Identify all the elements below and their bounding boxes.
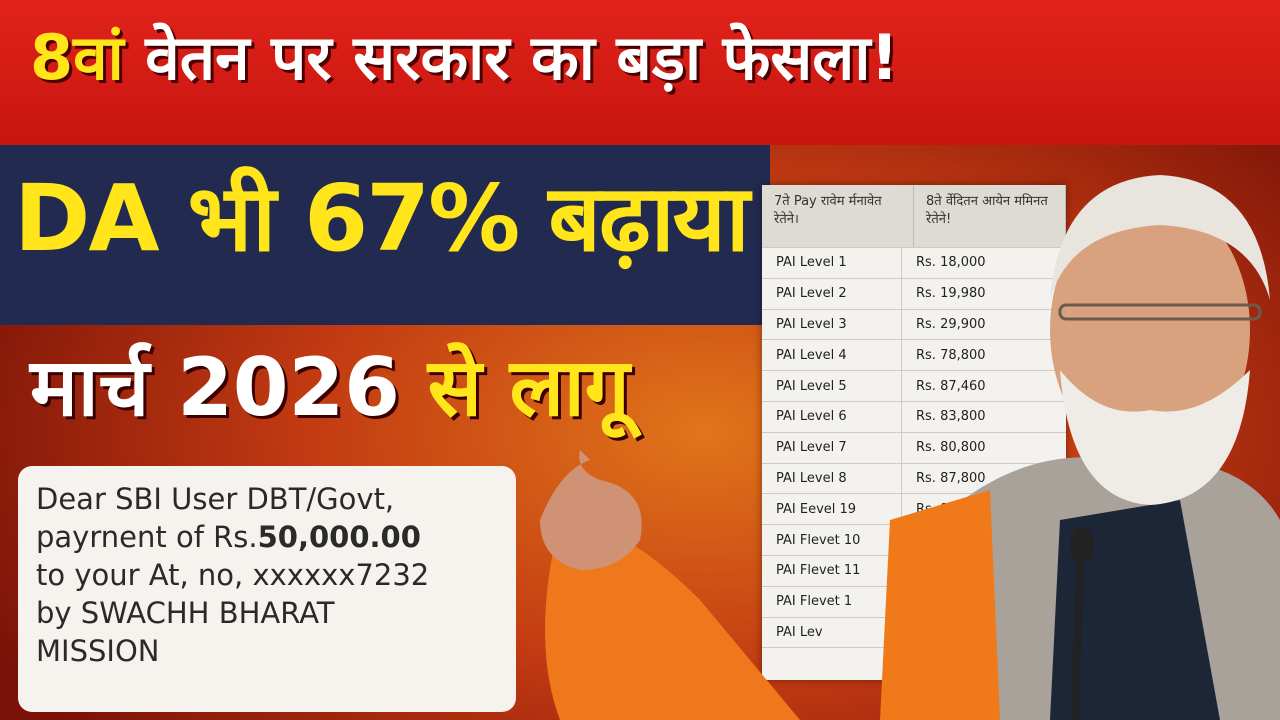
header-7th-pay: 7ते Pay रावेम र्मनावेत रेतेने। bbox=[762, 185, 914, 247]
table-row: PAI Level 7 Rs. 80,800 bbox=[762, 431, 1066, 463]
table-row: PAI Level 6 Rs. 83,800 bbox=[762, 400, 1066, 432]
sms-line: payrnent of Rs.50,000.00 bbox=[36, 518, 498, 556]
pay-cell: Rs. 18,000 bbox=[916, 255, 986, 271]
sms-amount: 50,000.00 bbox=[257, 520, 421, 554]
level-cell: PAI Level 7 bbox=[762, 432, 902, 463]
microphone bbox=[1071, 559, 1084, 720]
level-cell: PAI Level 3 bbox=[762, 309, 902, 340]
header-8th-pay: 8ते र्वेदितन आयेन ममिनत रेतेने! bbox=[914, 185, 1066, 247]
raised-arm bbox=[545, 520, 800, 720]
pay-cell: Rs. 80,800 bbox=[916, 440, 986, 456]
sms-line: by SWACHH BHARAT bbox=[36, 596, 335, 630]
kurta bbox=[1050, 500, 1220, 720]
pay-cell: Rs. 87,460 bbox=[916, 378, 986, 394]
headline-highlight: 8वां bbox=[30, 21, 124, 94]
level-cell: PAI Level 6 bbox=[762, 401, 902, 432]
headline-rest: वेतन पर सरकार का बड़ा फेसला! bbox=[123, 21, 899, 94]
subheadline: DA भी 67% बढ़ाया bbox=[14, 165, 750, 272]
table-row: PAI Level 2 Rs. 19,980 bbox=[762, 277, 1066, 309]
effective-suffix: से लागू bbox=[427, 341, 630, 434]
table-row: PAI Level 5 Rs. 87,460 bbox=[762, 370, 1066, 401]
table-row: PAI Level 8 Rs. 87,800 bbox=[762, 462, 1066, 494]
table-row: PAI Level 1 Rs. 18,000 bbox=[762, 247, 1066, 278]
pointing-hand bbox=[540, 450, 642, 570]
level-cell: PAI Level 8 bbox=[762, 463, 902, 494]
sms-line: Dear SBI User DBT/Govt, bbox=[36, 482, 395, 516]
sms-line: to your At, no, xxxxxx7232 bbox=[36, 558, 430, 592]
beard bbox=[1060, 370, 1250, 505]
level-cell: PAI Eevel 19 bbox=[762, 494, 902, 525]
subheadline-box bbox=[0, 145, 770, 325]
hair bbox=[1050, 175, 1270, 300]
table-row: PAI Level 3 Rs. 29,900 bbox=[762, 308, 1066, 340]
level-cell: PAI Level 2 bbox=[762, 278, 902, 309]
effective-date-text: मार्च 2026 से लागू bbox=[30, 330, 630, 439]
pay-cell: Rs. 87,800 bbox=[916, 470, 986, 486]
sms-line: MISSION bbox=[36, 634, 160, 668]
face bbox=[1050, 195, 1250, 465]
pay-cell: Rs. 29,900 bbox=[916, 316, 986, 332]
pay-table-header: 7ते Pay रावेम र्मनावेत रेतेने। 8ते र्वेद… bbox=[762, 185, 1066, 247]
saffron-scarf bbox=[880, 490, 1000, 720]
sms-payment-text: payrnent of Rs. bbox=[36, 520, 258, 554]
pay-cell: Rs. 78,800 bbox=[916, 347, 986, 363]
sms-message-card: Dear SBI User DBT/Govt, payrnent of Rs.5… bbox=[18, 466, 516, 712]
table-row: PAI Level 4 Rs. 78,800 bbox=[762, 339, 1066, 371]
headline: 8वां वेतन पर सरकार का बड़ा फेसला! bbox=[30, 14, 899, 98]
level-cell: PAI Level 1 bbox=[762, 248, 902, 278]
glasses bbox=[1058, 303, 1262, 321]
level-cell: PAI Level 4 bbox=[762, 340, 902, 371]
level-cell: PAI Level 5 bbox=[762, 371, 902, 401]
pay-cell: Rs. 19,980 bbox=[916, 286, 986, 302]
headline-band bbox=[0, 0, 1280, 145]
microphone-head bbox=[1070, 527, 1094, 563]
pay-cell: Rs. 83,800 bbox=[916, 409, 986, 425]
effective-prefix: मार्च 2026 bbox=[30, 341, 428, 434]
